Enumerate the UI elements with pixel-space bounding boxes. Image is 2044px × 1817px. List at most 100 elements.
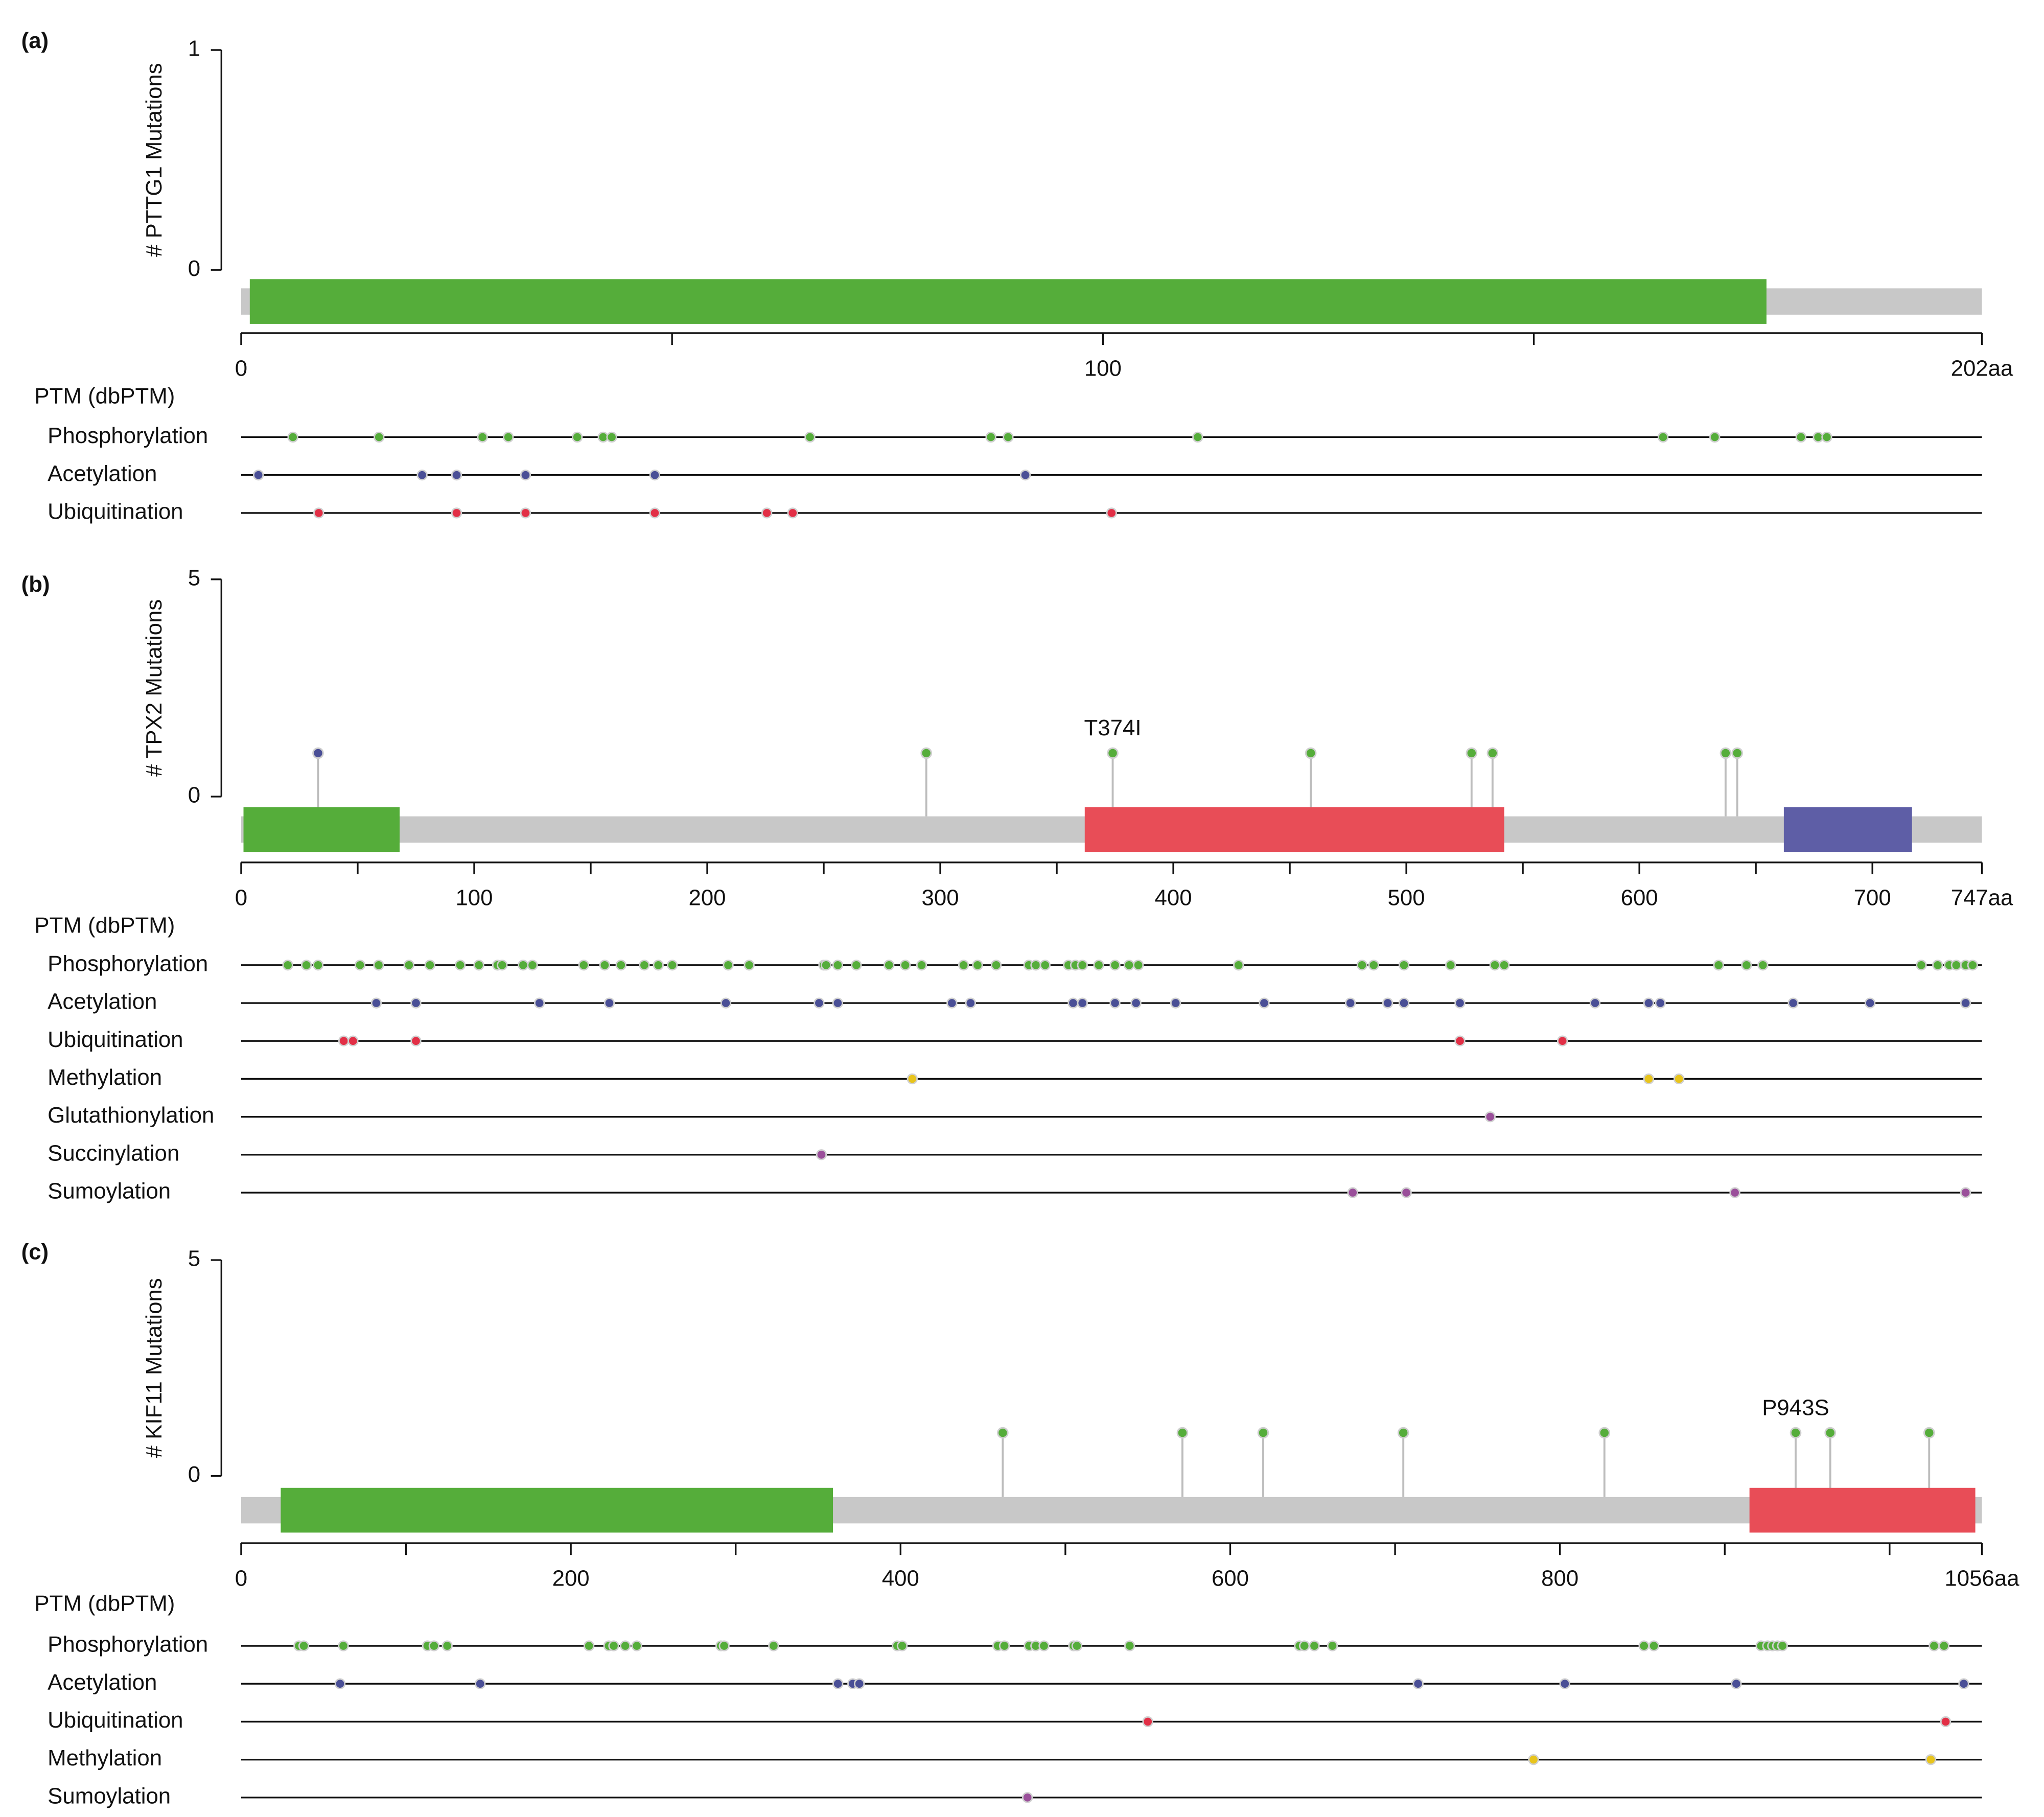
ptm-site: [832, 1678, 844, 1689]
ptm-site: [896, 1640, 908, 1651]
ptm-site: [965, 997, 977, 1009]
ptm-site: [1795, 431, 1807, 443]
mutation-head: [1176, 1427, 1189, 1439]
y-tick-label: 0: [188, 1462, 200, 1487]
ptm-site: [832, 960, 844, 971]
ptm-site: [599, 960, 611, 971]
domain: [243, 807, 400, 852]
ptm-name: Phosphorylation: [48, 951, 208, 976]
ptm-site: [298, 1640, 310, 1651]
x-tick-label: 500: [1388, 886, 1425, 911]
ptm-site: [1454, 997, 1466, 1009]
ptm-site: [503, 431, 514, 443]
ptm-title: PTM (dbPTM): [34, 1591, 175, 1616]
y-axis-title: # KIF11 Mutations: [142, 1278, 167, 1458]
ptm-site: [1445, 960, 1456, 971]
ptm-site: [1958, 1678, 1969, 1689]
ptm-site: [571, 431, 583, 443]
ptm-name: Acetylation: [48, 989, 157, 1014]
ptm-site: [1382, 997, 1393, 1009]
mutation-head: [1824, 1427, 1837, 1439]
ptm-site: [410, 1035, 422, 1046]
mutation-head: [1720, 747, 1732, 759]
ptm-site: [520, 507, 531, 519]
ptm-site: [1109, 960, 1121, 971]
y-tick-label: 1: [188, 36, 200, 61]
ptm-site: [1960, 997, 1971, 1009]
ptm-name: Glutathionylation: [48, 1103, 214, 1128]
ptm-site: [1638, 1640, 1650, 1651]
ptm-site: [1071, 1640, 1083, 1651]
ptm-site: [1643, 1073, 1655, 1085]
mutation-head: [996, 1427, 1009, 1439]
ptm-site: [1039, 960, 1051, 971]
mutation-head: [1731, 747, 1744, 759]
ptm-site: [768, 1640, 779, 1651]
panel: (c) # KIF11 Mutations 0 5 P943S 0 200 400 600 800…: [21, 1240, 2020, 1809]
mutation-head: [1790, 1427, 1802, 1439]
ptm-name: Phosphorylation: [48, 1632, 208, 1657]
ptm-site: [899, 960, 911, 971]
ptm-site: [666, 960, 678, 971]
x-tick-label: 600: [1621, 886, 1658, 911]
ptm-site: [1657, 431, 1669, 443]
panel: (b) # TPX2 Mutations 0 5 T374I 0 100 200 300 400 5…: [21, 565, 2013, 1203]
panel-label: (c): [21, 1240, 49, 1265]
ptm-site: [410, 997, 422, 1009]
ptm-site: [1938, 1640, 1949, 1651]
ptm-name: Phosphorylation: [48, 423, 208, 448]
ptm-site: [1589, 997, 1601, 1009]
x-tick-label: 1056aa: [1944, 1566, 2019, 1591]
ptm-site: [1960, 1187, 1971, 1198]
ptm-site: [578, 960, 590, 971]
ptm-name: Sumoylation: [48, 1783, 171, 1808]
ptm-name: Ubiquitination: [48, 1708, 183, 1733]
ptm-site: [347, 1035, 359, 1046]
ptm-site: [958, 960, 969, 971]
ptm-site: [1401, 1187, 1412, 1198]
mutation-head: [1486, 747, 1499, 759]
ptm-site: [853, 1678, 865, 1689]
ptm-site: [851, 960, 862, 971]
x-tick-label: 800: [1541, 1566, 1578, 1591]
ptm-site: [1967, 960, 1978, 971]
ptm-site: [1019, 470, 1031, 481]
ptm-site: [649, 470, 661, 481]
y-axis-title: # PTTG1 Mutations: [142, 63, 167, 257]
ptm-site: [1398, 997, 1410, 1009]
domain: [1783, 807, 1912, 852]
ptm-site: [606, 431, 617, 443]
ptm-site: [1940, 1716, 1952, 1728]
ptm-site: [1142, 1716, 1153, 1728]
y-tick-label: 0: [188, 783, 200, 808]
ptm-site: [832, 997, 844, 1009]
ptm-site: [370, 997, 382, 1009]
ptm-site: [403, 960, 414, 971]
y-tick-label: 5: [188, 565, 200, 590]
ptm-site: [300, 960, 312, 971]
y-tick-label: 5: [188, 1246, 200, 1271]
domain: [249, 279, 1767, 324]
ptm-name: Methylation: [48, 1745, 162, 1771]
ptm-site: [1787, 997, 1799, 1009]
x-tick-label: 200: [552, 1566, 590, 1591]
ptm-site: [1309, 1640, 1320, 1651]
ptm-site: [1344, 997, 1356, 1009]
ptm-site: [603, 997, 615, 1009]
mutation-head: [1466, 747, 1478, 759]
ptm-site: [334, 1678, 346, 1689]
ptm-site: [454, 960, 466, 971]
domain: [1749, 1487, 1976, 1533]
ptm-site: [608, 1640, 619, 1651]
ptm-site: [761, 507, 773, 519]
ptm-site: [990, 960, 1002, 971]
ptm-site: [1132, 960, 1144, 971]
mutation-head: [1305, 747, 1317, 759]
ptm-site: [1713, 960, 1724, 971]
ptm-site: [1412, 1678, 1424, 1689]
ptm-site: [1731, 1678, 1742, 1689]
ptm-site: [473, 960, 484, 971]
x-tick-label: 600: [1212, 1566, 1249, 1591]
x-tick-label: 200: [688, 886, 726, 911]
